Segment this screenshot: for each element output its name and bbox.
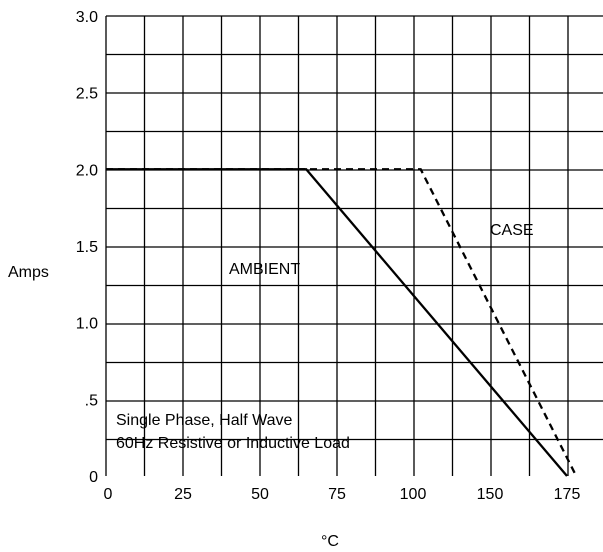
y-tick-label: 3.0 — [76, 9, 98, 26]
x-tick-label: 175 — [554, 486, 581, 503]
x-tick-label: 150 — [477, 486, 504, 503]
y-tick-label: 0 — [89, 469, 98, 486]
tick-labels: 0 25 50 75 100 150 175 0 .5 1.0 1.5 2.0 2.5 3.0 — [76, 9, 581, 503]
y-tick-label: .5 — [85, 392, 98, 409]
x-tick-label: 50 — [251, 486, 269, 503]
x-tick-label: 100 — [400, 486, 427, 503]
y-tick-label: 1.5 — [76, 239, 98, 256]
y-axis-label: Amps — [8, 264, 49, 281]
annotation-ambient: AMBIENT — [229, 261, 300, 278]
series-line-case — [106, 168, 578, 477]
grid — [105, 15, 603, 476]
annotation-note-line1: Single Phase, Half Wave — [116, 412, 292, 429]
y-tick-label: 2.0 — [76, 162, 98, 179]
series-layer — [106, 168, 578, 477]
y-tick-label: 1.0 — [76, 316, 98, 333]
annotation-case: CASE — [490, 222, 534, 239]
annotation-note-line2: 60Hz Resistive or Inductive Load — [116, 435, 350, 452]
x-tick-label: 75 — [328, 486, 346, 503]
x-tick-label: 25 — [174, 486, 192, 503]
x-tick-label: 0 — [104, 486, 113, 503]
y-tick-label: 2.5 — [76, 86, 98, 103]
x-axis-label: °C — [321, 533, 339, 550]
